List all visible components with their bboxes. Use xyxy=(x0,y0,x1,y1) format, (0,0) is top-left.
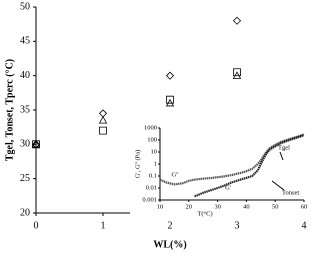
x-tick-label: 1 xyxy=(101,220,106,231)
annotation-arrow xyxy=(279,151,284,161)
x-tick-label: 3 xyxy=(235,220,240,231)
marker-square xyxy=(233,68,241,77)
marker-square xyxy=(99,126,107,135)
inset-y-tick-label: 1000 xyxy=(144,124,157,131)
annotation-arrow xyxy=(271,180,285,191)
inset-x-tick-label: 40 xyxy=(243,203,250,210)
inset-x-tick-label: 10 xyxy=(157,203,164,210)
y-tick-label: 50 xyxy=(20,1,30,12)
inset-y-tick-label: 0.1 xyxy=(149,172,157,179)
x-tick-label: 4 xyxy=(302,220,307,231)
marker-diamond xyxy=(98,109,108,118)
inset-y-tick-label: 1 xyxy=(154,160,157,167)
marker-diamond xyxy=(232,16,242,25)
inset-y-tick-label: 0.001 xyxy=(142,196,157,203)
y-tick-label: 45 xyxy=(20,36,30,47)
y-axis-label: Tgel, Tonset, Tperc (°C) xyxy=(4,59,15,161)
x-axis-label: WL(%) xyxy=(153,239,186,250)
marker-triangle xyxy=(232,71,242,79)
y-tick-label: 25 xyxy=(20,173,30,184)
curve-label: G' xyxy=(225,184,231,191)
curve-label: G'' xyxy=(171,171,178,178)
inset-background xyxy=(130,118,306,220)
inset-y-tick-label: 100 xyxy=(147,136,157,143)
y-tick-label: 35 xyxy=(20,104,30,115)
y-tick-label: 20 xyxy=(20,207,30,218)
inset-x-tick-label: 20 xyxy=(186,203,193,210)
y-tick-label: 40 xyxy=(20,70,30,81)
marker-triangle xyxy=(98,115,108,124)
inset: 0.001 0.01 0.1 1 10 100 1000 10 20 30 40 50 60 T(°C) G… xyxy=(130,118,307,220)
annotation: Tonset xyxy=(282,189,299,196)
inset-y-axis-label: G', G'' (Pa) xyxy=(134,150,141,179)
y-tick-label: 30 xyxy=(20,139,30,150)
marker-triangle xyxy=(31,140,41,148)
inset-y-tick-label: 0.01 xyxy=(146,184,157,191)
marker-diamond xyxy=(165,71,175,80)
marker-triangle xyxy=(165,98,175,107)
inset-x-axis-label: T(°C) xyxy=(197,210,212,217)
inset-x-tick-label: 60 xyxy=(301,203,308,210)
marker-square xyxy=(32,140,40,149)
inset-x-tick-label: 50 xyxy=(272,203,279,210)
inset-curve xyxy=(194,134,305,198)
inset-y-tick-label: 10 xyxy=(151,148,158,155)
chart: 20 25 30 35 40 45 50 0 1 2 3 4 WL(%) Tgel, Tonset, Tp… xyxy=(4,1,307,250)
inset-x-tick-label: 30 xyxy=(214,203,221,210)
x-tick-label: 2 xyxy=(168,220,173,231)
x-tick-label: 0 xyxy=(34,220,39,231)
annotation: Tgel xyxy=(278,144,290,151)
marker-square xyxy=(166,95,174,104)
